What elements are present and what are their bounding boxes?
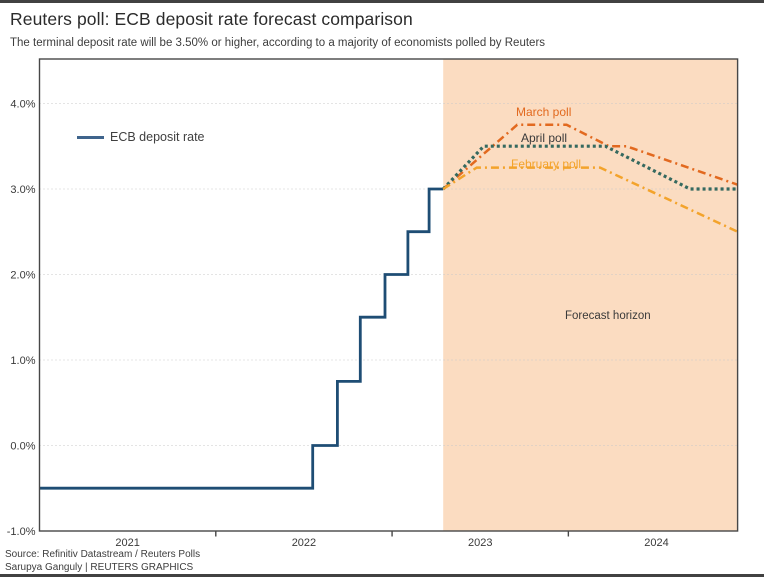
page-title: Reuters poll: ECB deposit rate forecast … <box>10 9 413 29</box>
series-ecb-deposit-rate <box>39 187 444 490</box>
march-poll-label: March poll <box>516 105 572 119</box>
chart-canvas: 2021 2022 2023 2024 4.0% 3.0% 2.0% 1.0% 0.0% -1.0… <box>7 58 739 549</box>
april-poll-label: April poll <box>521 131 568 145</box>
february-poll-label: February poll <box>511 157 582 171</box>
source-text: Source: Refinitiv Datastream / Reuters P… <box>5 549 201 560</box>
forecast-region <box>443 59 738 531</box>
legend-label: ECB deposit rate <box>110 130 205 144</box>
credit-text: Sarupya Ganguly | REUTERS GRAPHICS <box>5 562 194 573</box>
plot-frame <box>38 58 739 532</box>
page-subtitle: The terminal deposit rate will be 3.50% … <box>10 37 546 49</box>
y-tick-label: 2.0% <box>10 269 35 281</box>
y-tick-label: 4.0% <box>10 98 35 110</box>
forecast-horizon-label: Forecast horizon <box>565 310 651 322</box>
x-tick-label: 2022 <box>292 537 316 549</box>
ecb-line-swatch <box>77 135 104 139</box>
x-tick-label: 2023 <box>468 537 492 549</box>
y-tick-label: 3.0% <box>10 184 35 196</box>
y-tick-label: -1.0% <box>7 526 36 538</box>
x-tick-label: 2024 <box>644 537 668 549</box>
y-tick-label: 0.0% <box>10 440 35 452</box>
series-april-poll <box>442 144 738 191</box>
y-tick-label: 1.0% <box>10 355 35 367</box>
series-february-poll <box>442 166 739 233</box>
legend: ECB deposit rate <box>77 130 205 144</box>
x-tick-label: 2021 <box>115 537 139 549</box>
